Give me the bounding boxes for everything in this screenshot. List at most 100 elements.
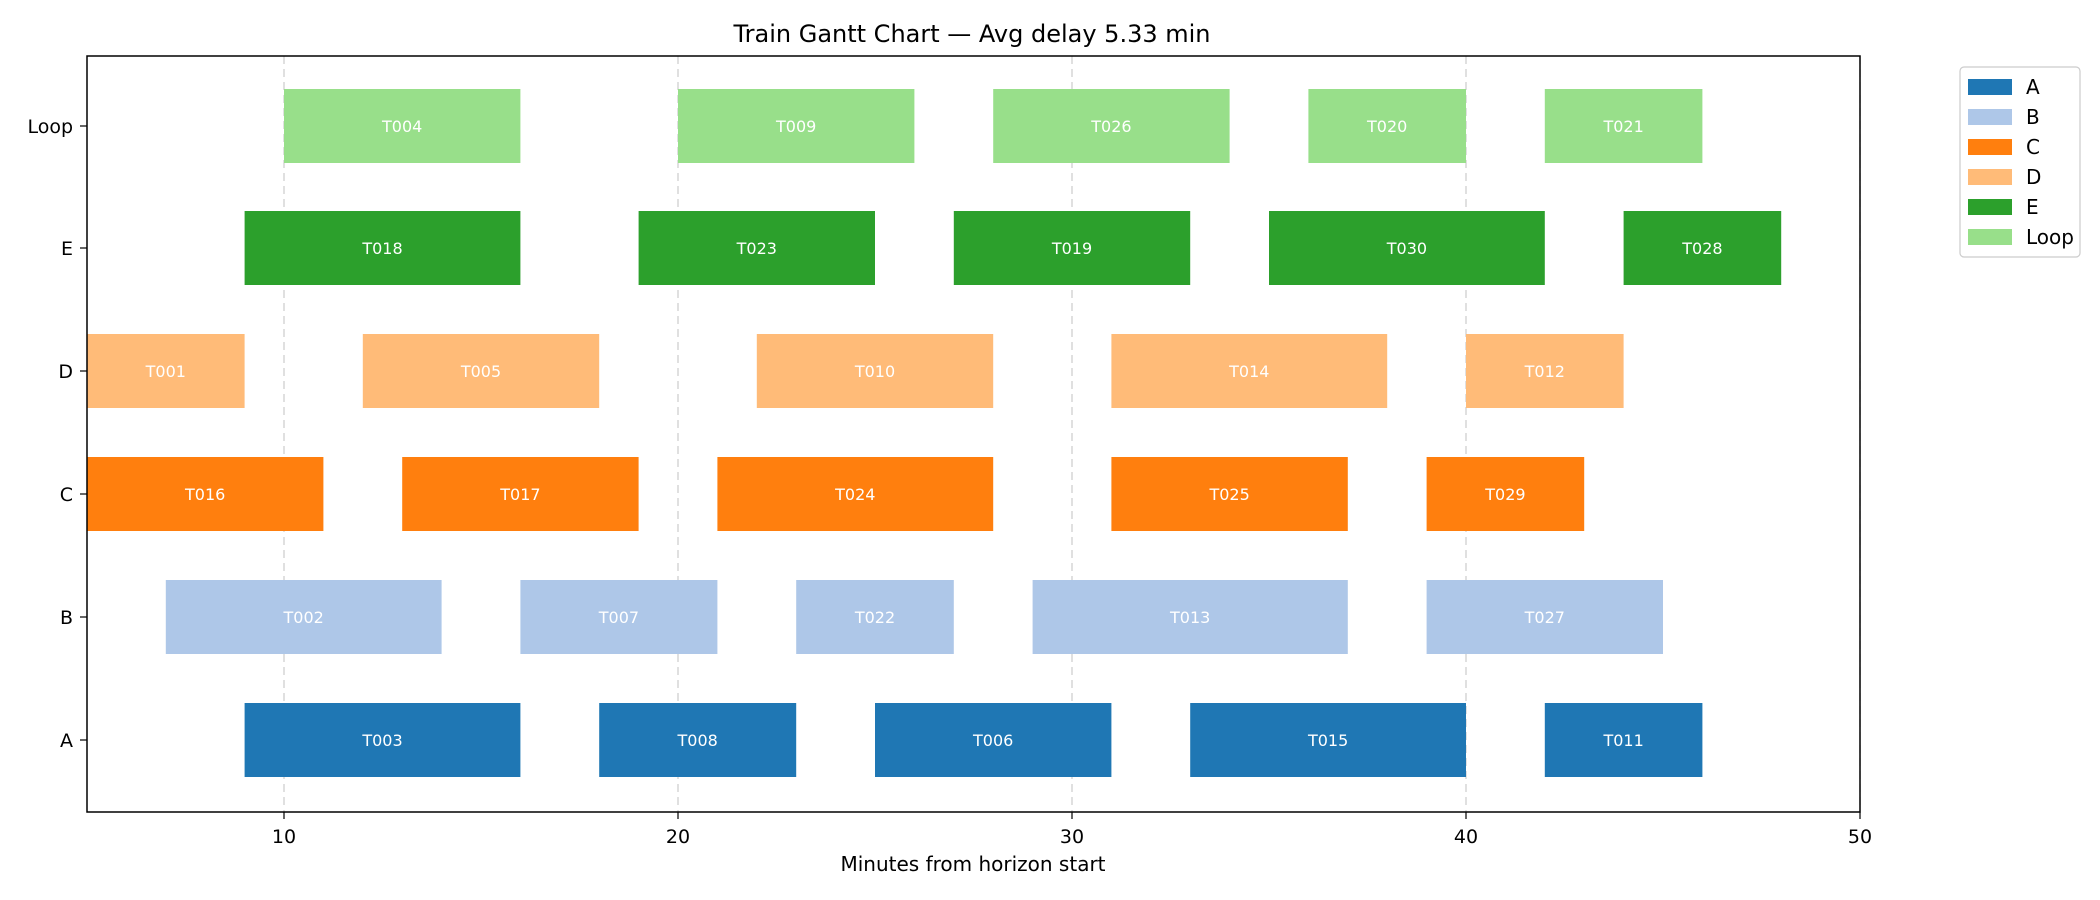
y-tick-label: B <box>60 607 73 629</box>
gantt-bar-t025: T025 <box>1111 457 1348 531</box>
bar-rect <box>599 703 797 777</box>
gantt-bar-t014: T014 <box>1111 334 1388 408</box>
legend-swatch <box>1968 229 2012 245</box>
bar-rect <box>993 89 1230 163</box>
y-tick-label: C <box>60 484 73 506</box>
bar-rect <box>244 211 521 285</box>
bar-rect <box>362 334 600 408</box>
legend-item-loop: Loop <box>1968 225 2074 249</box>
gantt-bar-t003: T003 <box>244 703 521 777</box>
bar-label: T001 <box>145 362 186 381</box>
gantt-bar-t007: T007 <box>520 580 718 654</box>
y-axis: A B C D E Loop <box>27 116 87 752</box>
bar-rect <box>244 703 521 777</box>
bar-label: T006 <box>972 731 1013 750</box>
x-axis-label: Minutes from horizon start <box>840 852 1105 876</box>
bar-rect <box>1544 89 1703 163</box>
bar-rect <box>284 89 521 163</box>
bar-label: T030 <box>1386 239 1427 258</box>
legend-label: B <box>2026 105 2040 129</box>
x-tick-label: 30 <box>1060 826 1084 848</box>
bar-label: T023 <box>736 239 777 258</box>
bar-label: T004 <box>381 117 422 136</box>
gantt-bar-t030: T030 <box>1269 211 1545 285</box>
plot-frame <box>86 55 1861 813</box>
bar-label: T011 <box>1602 731 1643 750</box>
gantt-bar-t001: T001 <box>87 334 245 408</box>
y-tick-label: A <box>60 730 73 752</box>
legend-swatch <box>1968 79 2012 95</box>
legend-item-e: E <box>1968 195 2039 219</box>
bar-rect <box>1623 211 1782 285</box>
gantt-bar-t018: T018 <box>244 211 521 285</box>
gantt-bar-t010: T010 <box>756 334 994 408</box>
bar-label: T020 <box>1366 117 1407 136</box>
gantt-bar-t028: T028 <box>1623 211 1782 285</box>
x-tick-label: 10 <box>272 826 296 848</box>
bar-rect <box>638 211 875 285</box>
bar-rect <box>87 334 245 408</box>
gantt-bar-t019: T019 <box>953 211 1191 285</box>
bar-rect <box>875 703 1112 777</box>
bar-rect <box>953 211 1191 285</box>
y-tick-label: E <box>61 238 73 260</box>
legend-swatch <box>1968 139 2012 155</box>
chart-title: Train Gantt Chart — Avg delay 5.33 min <box>733 20 1211 48</box>
gantt-bar-t021: T021 <box>1544 89 1703 163</box>
legend-label: C <box>2026 135 2040 159</box>
bar-rect <box>717 457 994 531</box>
gantt-bar-t020: T020 <box>1308 89 1466 163</box>
gantt-bar-t029: T029 <box>1426 457 1585 531</box>
bar-rect <box>1544 703 1703 777</box>
bar-label: T026 <box>1090 117 1131 136</box>
bar-rect <box>1426 457 1585 531</box>
gantt-bar-t012: T012 <box>1466 334 1624 408</box>
legend-item-b: B <box>1968 105 2040 129</box>
bar-rect <box>1032 580 1348 654</box>
bar-rect <box>678 89 915 163</box>
bar-rect <box>1190 703 1466 777</box>
gantt-bar-t004: T004 <box>284 89 521 163</box>
bar-rect <box>165 580 442 654</box>
bar-label: T014 <box>1228 362 1269 381</box>
bar-label: T018 <box>361 239 402 258</box>
bar-label: T021 <box>1602 117 1643 136</box>
bar-label: T010 <box>854 362 895 381</box>
legend-label: Loop <box>2026 225 2074 249</box>
legend-label: E <box>2026 195 2039 219</box>
bar-label: T013 <box>1169 608 1210 627</box>
bar-rect <box>1308 89 1466 163</box>
bar-label: T009 <box>775 117 816 136</box>
gantt-bar-t022: T022 <box>796 580 954 654</box>
gantt-bar-t023: T023 <box>638 211 875 285</box>
bar-rect <box>1269 211 1545 285</box>
gantt-bar-t026: T026 <box>993 89 1230 163</box>
x-tick-label: 40 <box>1454 826 1478 848</box>
legend-swatch <box>1968 109 2012 125</box>
legend-item-c: C <box>1968 135 2040 159</box>
y-tick-label: D <box>58 361 73 383</box>
gantt-bar-t011: T011 <box>1544 703 1703 777</box>
bar-rect <box>1111 334 1388 408</box>
legend-item-a: A <box>1968 75 2040 99</box>
legend-label: A <box>2026 75 2040 99</box>
y-tick-label: Loop <box>27 116 73 138</box>
bar-rect <box>796 580 954 654</box>
bar-rect <box>1111 457 1348 531</box>
x-axis: 10 20 30 40 50 <box>272 812 1872 848</box>
gantt-bar-t016: T016 <box>87 457 324 531</box>
bar-label: T024 <box>834 485 875 504</box>
bar-label: T029 <box>1484 485 1525 504</box>
bar-label: T007 <box>598 608 639 627</box>
bar-label: T005 <box>460 362 501 381</box>
legend-swatch <box>1968 169 2012 185</box>
x-tick-label: 50 <box>1848 826 1872 848</box>
x-tick-label: 20 <box>666 826 690 848</box>
gantt-bar-t024: T024 <box>717 457 994 531</box>
bar-label: T008 <box>677 731 718 750</box>
bar-rect <box>756 334 994 408</box>
bar-label: T003 <box>361 731 402 750</box>
bar-label: T002 <box>283 608 324 627</box>
